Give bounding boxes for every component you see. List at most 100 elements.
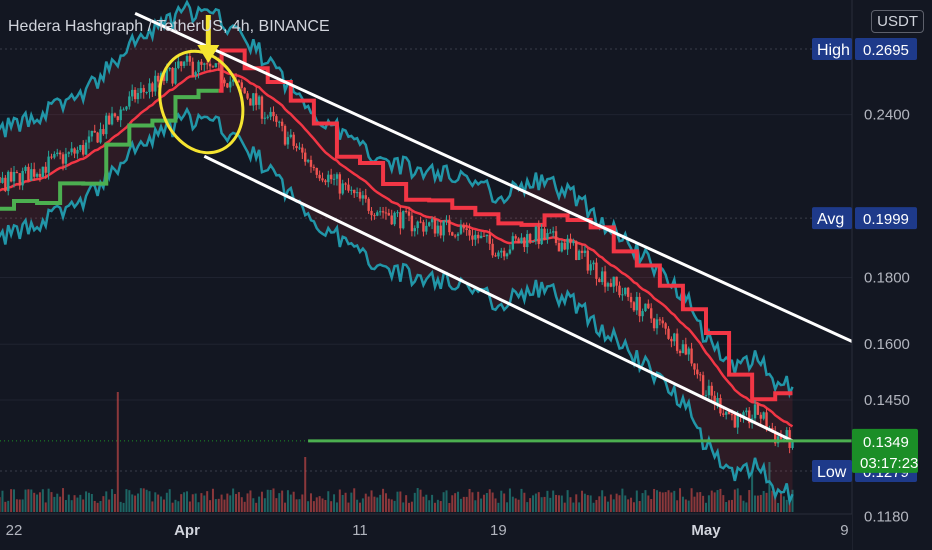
volume-bar — [10, 489, 13, 512]
volume-bar — [788, 498, 791, 512]
candle-body — [240, 82, 243, 88]
volume-bar — [673, 490, 676, 512]
candle-body — [298, 147, 301, 149]
volume-bar — [719, 488, 722, 512]
price-tick-label: 0.1600 — [864, 336, 910, 353]
avg-marker-label-bg — [812, 207, 852, 230]
candle-body — [151, 83, 154, 92]
candle-body — [713, 395, 716, 404]
volume-bar — [93, 500, 96, 512]
volume-bar — [226, 493, 229, 512]
candle-body — [765, 412, 768, 429]
volume-bar — [425, 494, 428, 512]
candle-body — [21, 170, 24, 186]
candle-body — [154, 75, 157, 92]
candle-body — [220, 64, 223, 80]
volume-bar — [220, 494, 223, 512]
candle-body — [47, 156, 50, 173]
volume-bar — [736, 488, 739, 512]
volume-bar — [702, 495, 705, 512]
volume-bar — [165, 492, 168, 512]
candle-body — [105, 115, 108, 135]
candle-body — [687, 348, 690, 355]
volume-bar — [540, 497, 543, 512]
volume-bar — [433, 502, 436, 512]
volume-bar — [235, 493, 238, 512]
candle-body — [445, 219, 448, 221]
candle-body — [9, 171, 13, 182]
candle-body — [84, 142, 88, 155]
candle-body — [526, 234, 529, 248]
volume-bar — [630, 497, 633, 512]
candle-body — [684, 344, 688, 355]
volume-bar — [759, 494, 762, 512]
candle-body — [549, 232, 552, 234]
candle-body — [182, 61, 186, 66]
volume-bar — [376, 497, 379, 512]
candle-body — [609, 283, 613, 287]
candle-body — [407, 211, 411, 216]
volume-bars — [0, 392, 794, 512]
candle-body — [110, 113, 114, 125]
candle-body — [753, 404, 757, 419]
candle-body — [675, 333, 679, 351]
candle-body — [142, 88, 145, 93]
volume-bar — [157, 494, 160, 512]
volume-bar — [494, 498, 497, 512]
candle-body — [748, 410, 751, 424]
volume-bar — [782, 496, 785, 512]
candle-body — [278, 121, 281, 123]
time-tick-label: 19 — [490, 522, 507, 539]
volume-bar — [730, 499, 733, 512]
candle-body — [569, 238, 572, 244]
volume-bar — [422, 496, 425, 512]
volume-bar — [748, 490, 751, 512]
volume-bar — [655, 490, 658, 512]
candle-body — [341, 183, 344, 194]
volume-bar — [206, 491, 209, 512]
volume-bar — [359, 502, 361, 512]
candle-body — [502, 250, 506, 257]
volume-bar — [384, 493, 387, 512]
volume-bar — [520, 488, 523, 512]
candle-body — [390, 215, 393, 225]
candle-body — [468, 230, 471, 236]
volume-bar — [148, 491, 151, 512]
candle-body — [4, 177, 7, 192]
candle-body — [82, 145, 85, 155]
volume-bar — [621, 488, 624, 512]
candle-body — [64, 153, 68, 164]
volume-bar — [67, 494, 70, 512]
candle-body — [315, 167, 318, 175]
volume-bar — [693, 496, 696, 512]
candle-body — [312, 166, 316, 168]
volume-bar — [252, 498, 255, 512]
volume-bar — [549, 497, 552, 512]
volume-bar — [459, 498, 462, 512]
candle-body — [563, 242, 566, 250]
candle-body — [416, 221, 419, 229]
volume-bar — [765, 492, 768, 512]
candle-body — [402, 210, 405, 229]
volume-bar — [439, 501, 442, 512]
volume-bar — [615, 493, 618, 512]
candle-body — [381, 211, 385, 213]
currency-selector[interactable]: USDT — [871, 10, 924, 33]
candle-body — [626, 287, 630, 297]
volume-bar — [217, 498, 220, 512]
candle-body — [269, 111, 272, 117]
candle-body — [292, 134, 295, 146]
candle-body — [257, 96, 261, 105]
volume-bar — [529, 498, 532, 512]
candle-body — [376, 212, 379, 216]
volume-bar — [246, 493, 249, 512]
volume-bar — [27, 489, 30, 512]
candle-body — [601, 271, 604, 283]
volume-bar — [609, 494, 612, 512]
candle-body — [710, 385, 713, 396]
volume-bar — [237, 492, 240, 512]
candle-body — [635, 296, 638, 311]
volume-bar — [560, 495, 563, 512]
volume-bar — [480, 498, 483, 512]
